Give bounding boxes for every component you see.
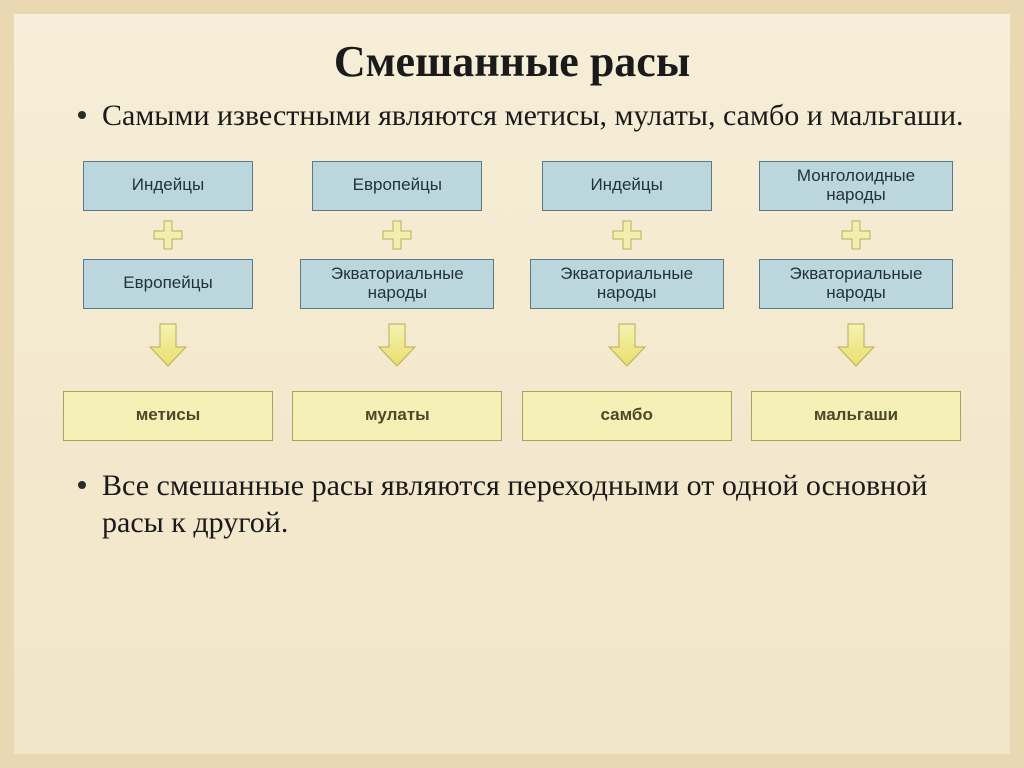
diagram-column: Монголоидные народы Экваториальные народ… <box>742 161 970 441</box>
parent-a-box: Индейцы <box>83 161 253 211</box>
bullet-dot-icon <box>78 111 86 119</box>
intro-bullet-row: Самыми известными являются метисы, мулат… <box>78 97 964 135</box>
arrow-down-icon <box>837 323 875 367</box>
parent-b-box: Европейцы <box>83 259 253 309</box>
intro-text: Самыми известными являются метисы, мулат… <box>102 97 964 135</box>
bullet-dot-icon <box>78 481 86 489</box>
arrow-down-icon <box>378 323 416 367</box>
result-box: метисы <box>63 391 273 441</box>
arrow-connector <box>149 317 187 373</box>
arrow-connector <box>608 317 646 373</box>
result-box: самбо <box>522 391 732 441</box>
slide-title: Смешанные расы <box>50 36 974 87</box>
result-box: мулаты <box>292 391 502 441</box>
plus-connector <box>382 211 412 259</box>
plus-connector <box>153 211 183 259</box>
parent-a-box: Европейцы <box>312 161 482 211</box>
arrow-down-icon <box>149 323 187 367</box>
diagram-column: Индейцы Экваториальные народы самбо <box>513 161 741 441</box>
arrow-down-icon <box>608 323 646 367</box>
parent-a-box: Монголоидные народы <box>759 161 953 211</box>
plus-icon <box>612 220 642 250</box>
slide-body: Смешанные расы Самыми известными являютс… <box>14 14 1010 754</box>
result-box: мальгаши <box>751 391 961 441</box>
plus-connector <box>612 211 642 259</box>
plus-icon <box>382 220 412 250</box>
arrow-connector <box>837 317 875 373</box>
parent-a-box: Индейцы <box>542 161 712 211</box>
parent-b-box: Экваториальные народы <box>759 259 953 309</box>
plus-icon <box>153 220 183 250</box>
plus-icon <box>841 220 871 250</box>
slide-outer-frame: Смешанные расы Самыми известными являютс… <box>0 0 1024 768</box>
mix-diagram: Индейцы Европейцы метисы Европейцы <box>50 161 974 441</box>
parent-b-box: Экваториальные народы <box>530 259 724 309</box>
diagram-column: Европейцы Экваториальные народы мулаты <box>283 161 511 441</box>
plus-connector <box>841 211 871 259</box>
arrow-connector <box>378 317 416 373</box>
footer-text: Все смешанные расы являются переходными … <box>102 467 964 542</box>
parent-b-box: Экваториальные народы <box>300 259 494 309</box>
footer-bullet-row: Все смешанные расы являются переходными … <box>78 467 964 542</box>
diagram-column: Индейцы Европейцы метисы <box>54 161 282 441</box>
